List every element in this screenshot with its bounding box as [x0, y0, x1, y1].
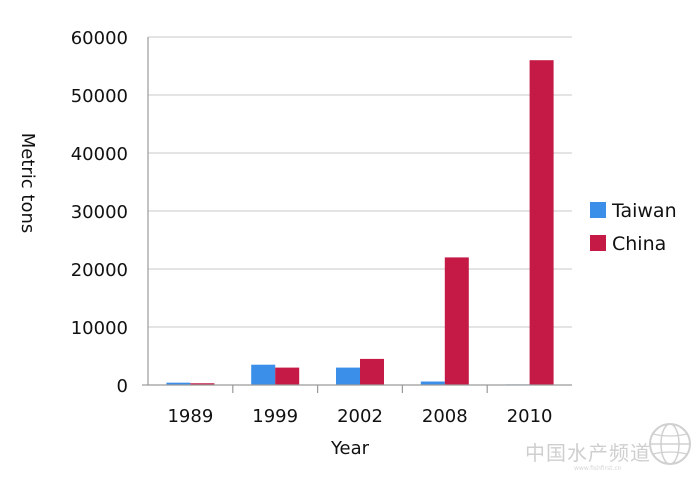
x-tick-label: 1999	[252, 406, 298, 427]
legend-swatch-taiwan	[590, 202, 606, 218]
y-tick-label: 20000	[71, 260, 128, 281]
bar-china-1999	[275, 367, 300, 385]
bar-china-2010	[529, 60, 554, 385]
bar-china-2008	[444, 257, 469, 385]
y-axis-title: Metric tons	[17, 133, 38, 234]
y-tick-label: 0	[117, 376, 128, 397]
legend-label-taiwan: Taiwan	[611, 200, 677, 222]
y-tick-label: 40000	[71, 144, 128, 165]
bar-china-2002	[360, 358, 384, 385]
y-tick-label: 10000	[71, 318, 128, 339]
bars	[166, 60, 554, 385]
y-tick-label: 60000	[71, 28, 128, 49]
x-tick-label: 1989	[167, 406, 213, 427]
x-axis-title: Year	[330, 438, 370, 459]
legend: Taiwan China	[590, 200, 677, 255]
legend-swatch-china	[590, 235, 606, 251]
bar-china-1989	[190, 383, 215, 385]
bar-taiwan-2002	[336, 367, 360, 385]
x-tick-label: 2010	[507, 406, 553, 427]
x-tick-labels: 1989 1999 2002 2008 2010	[167, 406, 552, 427]
bar-taiwan-1999	[251, 364, 276, 385]
bar-taiwan-2008	[420, 381, 445, 385]
x-tick-label: 2002	[337, 406, 383, 427]
y-tick-labels: 0 10000 20000 30000 40000 50000 60000	[71, 28, 128, 397]
watermark-text: 中国水产频道	[525, 441, 651, 465]
globe-icon	[649, 423, 691, 465]
watermark-subtext: www.fishfirst.cn	[574, 465, 622, 472]
watermark: 中国水产频道 www.fishfirst.cn	[525, 423, 691, 472]
x-tick-label: 2008	[422, 406, 468, 427]
axes	[142, 37, 572, 393]
legend-label-china: China	[612, 233, 666, 255]
bar-taiwan-1989	[166, 382, 191, 385]
y-tick-label: 50000	[71, 86, 128, 107]
y-tick-label: 30000	[71, 202, 128, 223]
gridlines	[148, 36, 572, 328]
